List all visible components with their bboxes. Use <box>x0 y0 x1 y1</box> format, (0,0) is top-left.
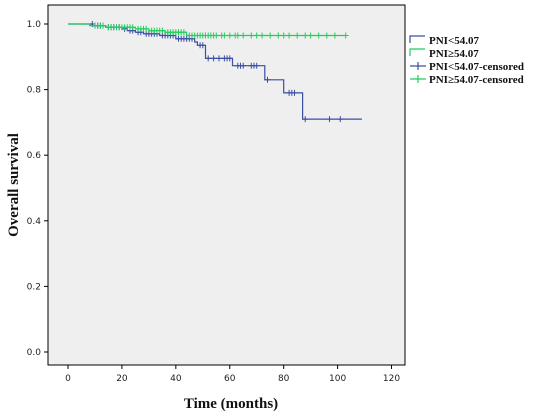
y-axis: 0.0 0.2 0.4 0.6 0.8 1.0 <box>27 20 48 358</box>
legend-item: PNI≥54.07-censored <box>410 74 524 86</box>
x-tick-label: 0 <box>65 374 71 384</box>
x-tick-label: 80 <box>278 374 290 384</box>
censor-mark <box>342 32 349 39</box>
censor-mark <box>264 76 271 83</box>
legend-label: PNI≥54.07-censored <box>429 74 524 86</box>
censor-mark <box>259 32 266 39</box>
censor-mark <box>159 27 166 34</box>
y-tick-label: 0.4 <box>27 217 42 227</box>
legend-step-swatch <box>409 48 425 56</box>
censor-mark <box>240 62 247 69</box>
legend-censor-swatch <box>410 62 426 70</box>
censor-mark <box>216 55 222 62</box>
censor-mark <box>302 116 309 123</box>
censor-mark <box>226 55 233 62</box>
censor-mark <box>286 32 293 39</box>
x-tick-label: 120 <box>383 374 400 384</box>
y-tick-label: 0.0 <box>27 348 42 358</box>
censor-mark <box>326 116 333 123</box>
x-tick-label: 20 <box>116 374 128 384</box>
censor-mark <box>302 32 309 39</box>
y-tick-label: 0.2 <box>27 282 41 292</box>
censor-mark <box>234 32 241 39</box>
legend-label: PNI<54.07-censored <box>429 61 524 73</box>
legend-step-swatch <box>409 35 425 43</box>
series-layer <box>68 21 362 123</box>
legend-label: PNI<54.07 <box>429 35 479 47</box>
censor-mark <box>323 32 330 39</box>
censor-mark <box>221 32 228 39</box>
censor-mark <box>331 32 338 39</box>
censor-mark <box>226 32 233 39</box>
legend-item: PNI<54.07 <box>409 35 479 47</box>
legend-item: PNI<54.07-censored <box>410 61 524 73</box>
legend-label: PNI≥54.07 <box>429 48 479 60</box>
censor-mark <box>315 32 322 39</box>
censor-mark <box>100 22 106 29</box>
x-tick-label: 40 <box>170 374 182 384</box>
censor-mark <box>213 32 220 39</box>
censor-mark <box>307 32 314 39</box>
x-tick-label: 60 <box>224 374 236 384</box>
censor-mark <box>253 32 260 39</box>
series-pni-high <box>68 22 349 39</box>
censor-mark <box>205 55 212 62</box>
legend: PNI<54.07PNI≥54.07PNI<54.07-censoredPNI≥… <box>409 35 524 86</box>
x-axis: 0 20 40 60 80 100 120 <box>65 365 400 384</box>
plot-area <box>47 4 406 366</box>
x-tick-label: 100 <box>329 374 346 384</box>
censor-mark <box>180 29 187 36</box>
censor-mark <box>199 42 206 49</box>
y-axis-title: Overall survival <box>6 133 22 237</box>
y-tick-label: 1.0 <box>27 20 42 30</box>
censor-mark <box>248 32 255 39</box>
censor-mark <box>240 32 247 39</box>
legend-censor-swatch <box>410 75 426 83</box>
censor-mark <box>253 62 260 69</box>
censor-mark <box>337 116 344 123</box>
censor-mark <box>275 32 282 39</box>
censor-mark <box>291 89 298 96</box>
censor-mark <box>210 55 217 62</box>
legend-item: PNI≥54.07 <box>409 48 479 60</box>
censor-mark <box>143 25 150 32</box>
censor-mark <box>294 32 301 39</box>
y-tick-label: 0.8 <box>27 86 42 96</box>
censor-mark <box>267 32 274 39</box>
x-axis-title: Time (months) <box>184 396 278 412</box>
y-tick-label: 0.6 <box>27 151 42 161</box>
censor-mark <box>129 24 136 31</box>
censor-mark <box>280 32 287 39</box>
